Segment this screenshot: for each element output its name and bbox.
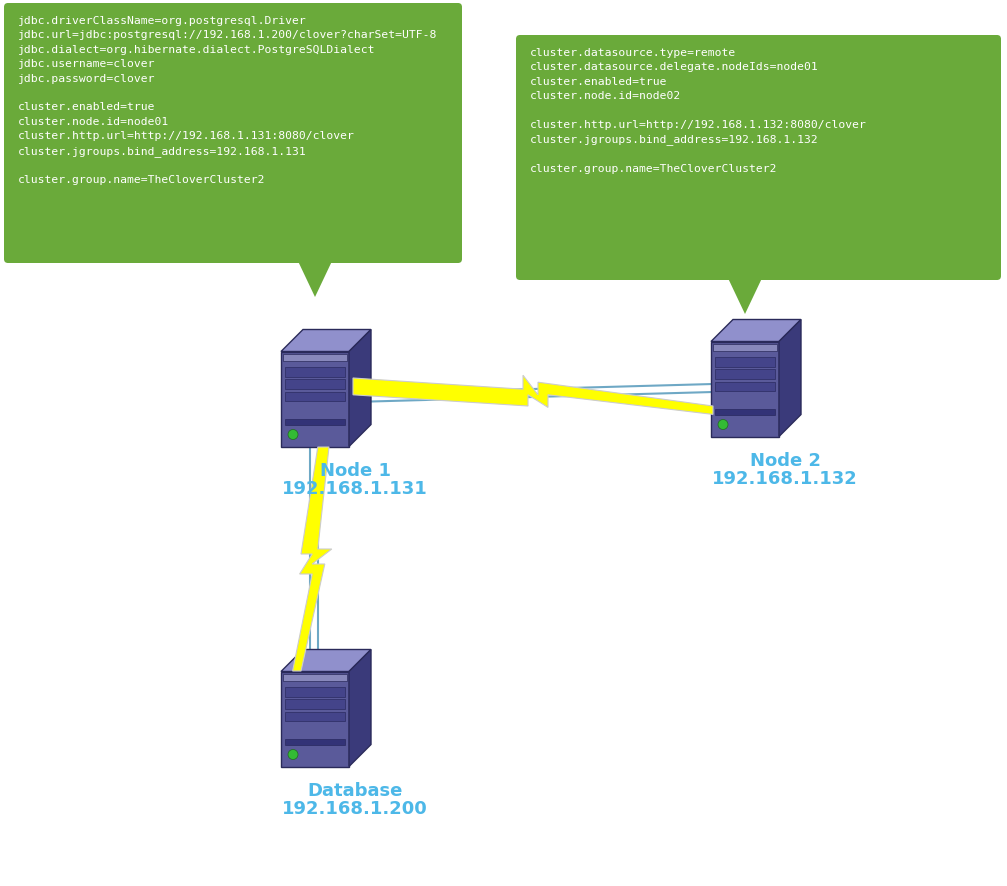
Polygon shape xyxy=(283,354,347,361)
Polygon shape xyxy=(285,380,345,390)
Polygon shape xyxy=(283,673,347,681)
Polygon shape xyxy=(281,330,371,352)
Circle shape xyxy=(288,750,298,759)
Polygon shape xyxy=(715,370,775,379)
Polygon shape xyxy=(715,358,775,367)
Polygon shape xyxy=(779,320,801,437)
Circle shape xyxy=(288,430,298,440)
Text: 192.168.1.131: 192.168.1.131 xyxy=(282,479,428,497)
Polygon shape xyxy=(285,392,345,401)
Polygon shape xyxy=(281,352,349,447)
Polygon shape xyxy=(715,409,775,415)
Polygon shape xyxy=(711,342,779,437)
Polygon shape xyxy=(711,320,801,342)
Polygon shape xyxy=(285,700,345,709)
Polygon shape xyxy=(281,649,371,672)
FancyBboxPatch shape xyxy=(4,4,462,264)
Polygon shape xyxy=(285,368,345,377)
Text: jdbc.driverClassName=org.postgresql.Driver
jdbc.url=jdbc:postgresql://192.168.1.: jdbc.driverClassName=org.postgresql.Driv… xyxy=(18,16,437,185)
Polygon shape xyxy=(353,376,713,415)
Text: 192.168.1.200: 192.168.1.200 xyxy=(282,799,428,817)
Polygon shape xyxy=(281,672,349,766)
Text: cluster.datasource.type=remote
cluster.datasource.delegate.nodeIds=node01
cluste: cluster.datasource.type=remote cluster.d… xyxy=(530,48,867,174)
Polygon shape xyxy=(715,382,775,392)
Text: Node 1: Node 1 xyxy=(319,462,391,479)
Polygon shape xyxy=(285,688,345,696)
Polygon shape xyxy=(293,447,331,672)
Polygon shape xyxy=(285,711,345,721)
Polygon shape xyxy=(349,649,371,766)
Polygon shape xyxy=(297,260,333,298)
Polygon shape xyxy=(285,739,345,744)
Text: Node 2: Node 2 xyxy=(749,452,821,470)
Polygon shape xyxy=(285,419,345,425)
Polygon shape xyxy=(727,276,763,315)
Text: Database: Database xyxy=(307,781,403,799)
Text: 192.168.1.132: 192.168.1.132 xyxy=(712,470,858,487)
Polygon shape xyxy=(349,330,371,447)
Polygon shape xyxy=(713,344,777,352)
Circle shape xyxy=(718,420,728,430)
FancyBboxPatch shape xyxy=(516,36,1001,281)
